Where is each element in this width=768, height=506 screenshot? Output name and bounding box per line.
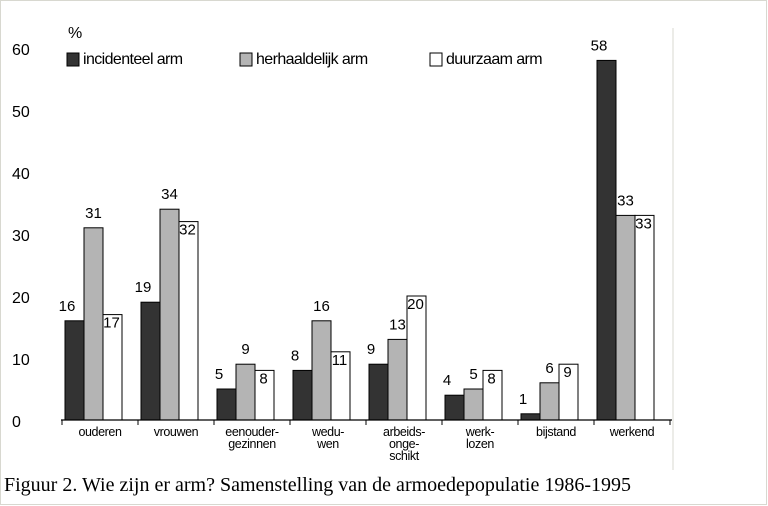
bar-value-label: 4 bbox=[443, 372, 451, 389]
bar-value-label: 1 bbox=[519, 391, 527, 408]
bar bbox=[235, 363, 256, 421]
bar-value-label: 6 bbox=[545, 360, 553, 377]
bar bbox=[520, 413, 541, 421]
y-tick-label: 30 bbox=[12, 228, 30, 245]
bar bbox=[539, 382, 560, 421]
legend-swatch bbox=[66, 52, 80, 67]
bar-value-label: 8 bbox=[291, 347, 299, 364]
category-label: lozen bbox=[466, 437, 494, 451]
bar-value-label: 9 bbox=[563, 364, 571, 381]
category-label: vrouwen bbox=[154, 425, 199, 439]
y-tick-label: 50 bbox=[12, 104, 30, 121]
legend-swatch bbox=[239, 52, 253, 67]
bar-value-label: 19 bbox=[135, 279, 152, 296]
bar-value-label: 33 bbox=[617, 192, 634, 209]
bar bbox=[368, 363, 389, 421]
bar bbox=[311, 320, 332, 421]
y-tick-label: 0 bbox=[12, 414, 21, 431]
category-label: onge- bbox=[389, 437, 419, 451]
legend-swatch bbox=[429, 52, 443, 67]
y-tick-label: 40 bbox=[12, 166, 30, 183]
y-axis-unit-label: % bbox=[68, 25, 82, 42]
category-label: arbeids- bbox=[383, 425, 425, 439]
bar-value-label: 16 bbox=[313, 298, 330, 315]
bar-value-label: 9 bbox=[367, 341, 375, 358]
bar-value-label: 58 bbox=[591, 37, 608, 54]
y-tick-label: 60 bbox=[12, 42, 30, 59]
figure-caption: Figuur 2. Wie zijn er arm? Samenstelling… bbox=[4, 474, 631, 496]
bar bbox=[178, 221, 199, 421]
legend-label: herhaaldelijk arm bbox=[256, 51, 368, 68]
bar-value-label: 32 bbox=[179, 222, 196, 239]
y-tick-label: 10 bbox=[12, 352, 30, 369]
bar-value-label: 9 bbox=[241, 341, 249, 358]
bar-chart: 0 10 20 30 40 50 60%incidenteel arm herhaaldeli… bbox=[12, 25, 674, 470]
legend-label: incidenteel arm bbox=[83, 51, 183, 68]
category-label: wedu- bbox=[311, 425, 344, 439]
bar-value-label: 17 bbox=[103, 315, 120, 332]
bar-value-label: 8 bbox=[259, 370, 267, 387]
bar-value-label: 31 bbox=[85, 205, 102, 222]
bar bbox=[83, 227, 104, 421]
bar bbox=[444, 394, 465, 421]
bar bbox=[292, 369, 313, 421]
bar-value-label: 16 bbox=[59, 298, 76, 315]
bar bbox=[406, 295, 427, 421]
bar bbox=[140, 301, 161, 421]
category-label: werkend bbox=[609, 425, 655, 439]
bar bbox=[634, 214, 655, 421]
category-label: bijstand bbox=[536, 425, 576, 439]
bar-value-label: 5 bbox=[215, 366, 223, 383]
bar bbox=[387, 338, 408, 421]
bar bbox=[159, 208, 180, 421]
category-label: werk- bbox=[465, 425, 495, 439]
category-label: eenouder- bbox=[225, 425, 279, 439]
category-label: ouderen bbox=[78, 425, 122, 439]
category-label: schikt bbox=[389, 449, 419, 463]
legend-label: duurzaam arm bbox=[446, 51, 542, 68]
bar-value-label: 20 bbox=[407, 296, 424, 313]
bar-value-label: 34 bbox=[161, 186, 178, 203]
bar bbox=[216, 388, 237, 421]
y-tick-label: 20 bbox=[12, 290, 30, 307]
bar bbox=[463, 388, 484, 421]
bar-value-label: 33 bbox=[635, 215, 652, 232]
bar bbox=[596, 59, 617, 421]
category-label: wen bbox=[316, 437, 339, 451]
bar-value-label: 11 bbox=[332, 352, 348, 369]
bar-value-label: 8 bbox=[487, 370, 495, 387]
bar-value-label: 5 bbox=[469, 366, 477, 383]
bar bbox=[615, 214, 636, 421]
bar-value-label: 13 bbox=[389, 316, 406, 333]
category-label: gezinnen bbox=[228, 437, 276, 451]
bar bbox=[64, 320, 85, 421]
